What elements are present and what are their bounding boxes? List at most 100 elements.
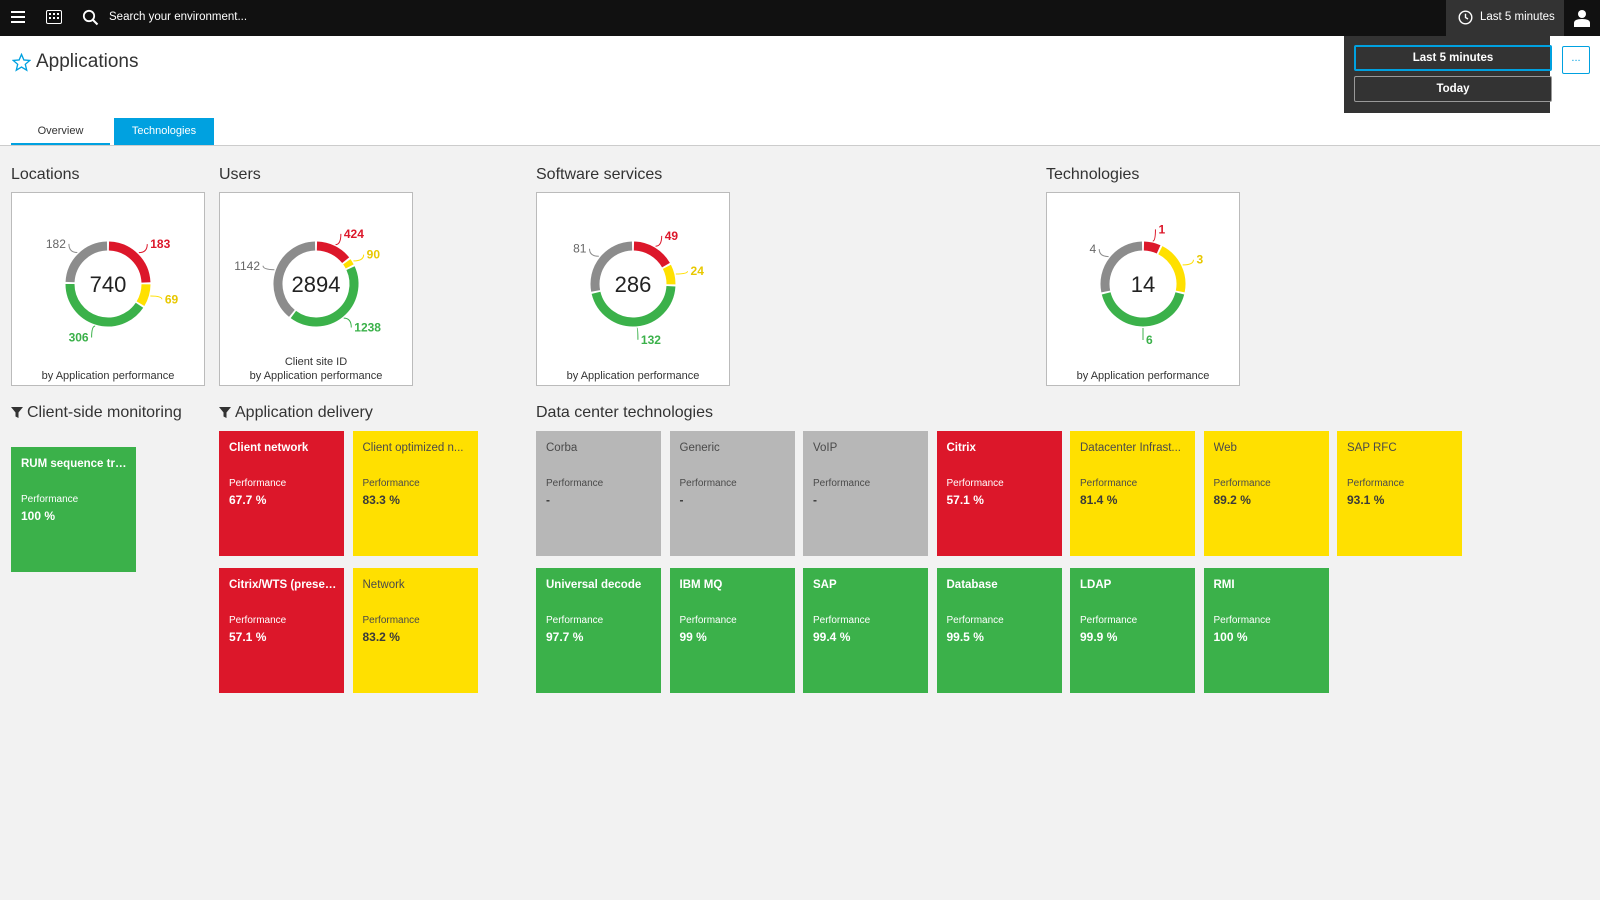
data-center-technology-tile[interactable]: LDAP Performance 99.9 % [1070, 568, 1195, 693]
software-gray-segment[interactable] [590, 241, 633, 292]
technologies-green-segment[interactable] [1101, 292, 1185, 327]
locations-green-segment[interactable] [65, 283, 144, 327]
tile-performance-value: - [813, 493, 817, 507]
search-input[interactable]: Search your environment... [109, 11, 248, 23]
application-delivery-tile[interactable]: Client network Performance 67.7 % [219, 431, 344, 556]
application-delivery-tile[interactable]: Client optimized n... Performance 83.3 % [352, 431, 478, 556]
tile-name: Datacenter Infrast... [1080, 442, 1181, 454]
software-yellow-segment[interactable] [662, 264, 676, 285]
top-bar: Search your environment... Last 5 minute… [0, 0, 1600, 36]
tile-performance-value: 67.7 % [229, 493, 267, 507]
technologies-green-value-label: 6 [1146, 333, 1153, 347]
users-red-leader-line [335, 233, 342, 246]
tile-performance-label: Performance [546, 478, 604, 489]
locations-title: Locations [11, 166, 80, 183]
data-center-technology-tile[interactable]: VoIP Performance - [803, 431, 928, 556]
tile-performance-value: 97.7 % [546, 630, 584, 644]
data-center-technology-tile[interactable]: IBM MQ Performance 99 % [669, 568, 795, 693]
software-gray-leader-line [588, 248, 599, 257]
tile-performance-label: Performance [546, 615, 604, 626]
data-center-technology-tile[interactable]: SAP RFC Performance 93.1 % [1337, 431, 1462, 556]
tile-performance-label: Performance [1213, 615, 1271, 626]
users-yellow-segment[interactable] [343, 259, 354, 269]
tab-technologies[interactable]: Technologies [114, 118, 214, 145]
data-center-technology-tile[interactable]: Universal decode Performance 97.7 % [536, 568, 661, 693]
tile-performance-label: Performance [229, 478, 287, 489]
locations-gray-leader-line [68, 243, 78, 253]
tile-name: SAP RFC [1347, 442, 1397, 454]
users-red-value-label: 424 [344, 227, 364, 241]
data-center-technologies-title: Data center technologies [536, 404, 713, 421]
tile-performance-value: 100 % [1213, 630, 1248, 644]
users-caption-client-site: Client site ID [284, 356, 348, 368]
tile-performance-value: 83.2 % [362, 630, 400, 644]
locations-green-value-label: 306 [69, 331, 89, 345]
technologies-yellow-segment[interactable] [1158, 246, 1186, 293]
locations-gray-value-label: 182 [46, 237, 66, 251]
client-side-monitoring-tile[interactable]: RUM sequence tra... Performance 100 % [11, 447, 136, 572]
technologies-yellow-leader-line [1182, 259, 1194, 266]
data-center-technology-tile[interactable]: RMI Performance 100 % [1203, 568, 1329, 693]
locations-red-value-label: 183 [150, 237, 170, 251]
locations-donut-card[interactable]: 183 69 306 182 740 by Application performanc… [11, 192, 205, 386]
data-center-technology-tile[interactable]: SAP Performance 99.4 % [803, 568, 928, 693]
locations-yellow-leader-line [150, 295, 163, 300]
locations-red-segment[interactable] [108, 241, 151, 283]
timeframe-option-last-5-minutes[interactable]: Last 5 minutes [1354, 45, 1552, 71]
tile-name: Corba [546, 442, 578, 454]
locations-gray-segment[interactable] [65, 241, 108, 283]
page-header: Applications Overview Technologies [0, 36, 1600, 146]
tile-performance-value: 99 % [679, 630, 707, 644]
tile-performance-value: - [679, 493, 684, 507]
tile-performance-value: 81.4 % [1080, 493, 1118, 507]
technologies-red-leader-line [1152, 229, 1156, 242]
data-center-technology-tile[interactable]: Citrix Performance 57.1 % [936, 431, 1062, 556]
users-red-segment[interactable] [316, 241, 350, 264]
tile-performance-label: Performance [813, 478, 871, 489]
users-yellow-value-label: 90 [367, 248, 381, 262]
tile-performance-label: Performance [946, 615, 1004, 626]
more-options-button[interactable]: ... [1562, 46, 1590, 74]
software-green-segment[interactable] [591, 285, 676, 327]
tile-performance-value: 57.1 % [229, 630, 267, 644]
data-center-technology-tile[interactable]: Datacenter Infrast... Performance 81.4 % [1070, 431, 1195, 556]
technologies-gray-segment[interactable] [1100, 241, 1143, 293]
search-icon[interactable] [82, 9, 99, 26]
client-side-monitoring-title[interactable]: Client-side monitoring [11, 404, 182, 422]
tile-performance-label: Performance [946, 478, 1004, 489]
application-delivery-tile[interactable]: Network Performance 83.2 % [352, 568, 478, 693]
software-services-title: Software services [536, 166, 663, 183]
software-gray-value-label: 81 [573, 242, 587, 256]
locations-total-value: 740 [90, 272, 127, 297]
users-green-segment[interactable] [290, 266, 359, 327]
application-delivery-tile[interactable]: Citrix/WTS (presen... Performance 57.1 % [219, 568, 344, 693]
hamburger-menu-icon[interactable] [11, 11, 25, 23]
technologies-donut-card[interactable]: 1 3 6 4 14 by Application performance [1046, 192, 1240, 386]
tile-performance-value: 99.9 % [1080, 630, 1118, 644]
users-title: Users [219, 166, 261, 183]
data-center-technology-tile[interactable]: Web Performance 89.2 % [1203, 431, 1329, 556]
software-services-donut-card[interactable]: 49 24 132 81 286 by Application performance [536, 192, 730, 386]
tab-overview[interactable]: Overview [11, 118, 110, 145]
tile-name: Universal decode [546, 579, 642, 591]
data-center-technology-tile[interactable]: Database Performance 99.5 % [936, 568, 1062, 693]
users-donut-card[interactable]: 424 90 1238 1142 2894 Client site ID by Appl… [219, 192, 413, 386]
data-center-technology-tile[interactable]: Generic Performance - [669, 431, 795, 556]
locations-yellow-segment[interactable] [136, 283, 151, 306]
users-gray-segment[interactable] [273, 241, 316, 317]
software-red-segment[interactable] [633, 241, 670, 268]
user-icon[interactable] [1574, 9, 1590, 27]
tile-name: IBM MQ [679, 579, 723, 591]
software-services-caption: by Application performance [566, 370, 700, 382]
timeframe-label: Last 5 minutes [1480, 11, 1555, 23]
timeframe-option-today[interactable]: Today [1354, 76, 1552, 102]
technologies-red-segment[interactable] [1143, 241, 1161, 254]
technologies-gray-leader-line [1098, 249, 1109, 258]
software-total-value: 286 [615, 272, 652, 297]
star-icon[interactable] [12, 53, 31, 72]
data-center-technology-tile[interactable]: Corba Performance - [536, 431, 661, 556]
application-delivery-title[interactable]: Application delivery [219, 404, 373, 422]
dashboard-icon[interactable] [46, 10, 62, 24]
timeframe-selector[interactable]: Last 5 minutes [1446, 0, 1564, 36]
tile-name: Database [946, 579, 998, 591]
